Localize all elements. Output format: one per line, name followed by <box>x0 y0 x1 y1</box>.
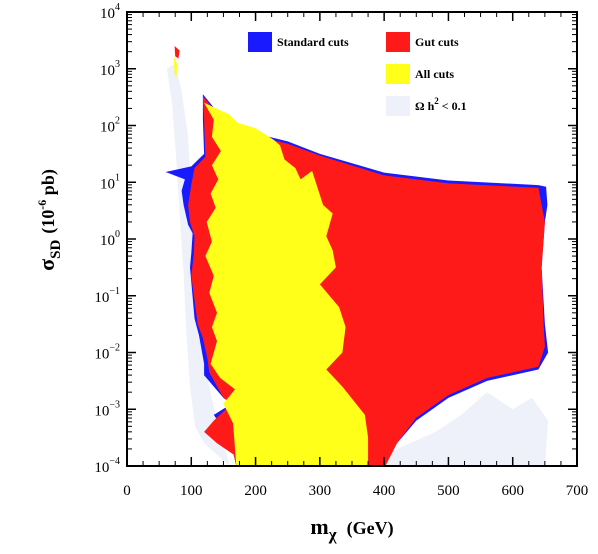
x-tick-label: 100 <box>180 483 203 499</box>
legend-label-all: All cuts <box>415 67 454 81</box>
x-axis-symbol: m <box>310 514 328 539</box>
x-tick-label: 300 <box>309 483 332 499</box>
x-tick-label: 200 <box>244 483 267 499</box>
x-axis-subscript: χ <box>328 525 337 544</box>
y-axis-unit-end: pb) <box>38 169 59 200</box>
legend-label-gut: Gut cuts <box>415 35 459 49</box>
legend-label-omega: Ω h2 < 0.1 <box>415 96 467 113</box>
x-tick-label: 0 <box>123 483 131 499</box>
axis-ticks <box>126 11 578 467</box>
y-tick-label: 10−3 <box>94 399 120 419</box>
y-axis-unit-exponent: -6 <box>35 200 49 210</box>
region-gut-6 <box>174 46 180 59</box>
y-axis-subscript: SD <box>48 240 64 259</box>
region-omega-0 <box>166 63 549 466</box>
y-tick-label: 102 <box>100 116 120 136</box>
x-tick-label: 700 <box>566 483 589 499</box>
y-tick-label: 10−1 <box>94 286 120 306</box>
y-tick-label: 104 <box>100 2 120 22</box>
x-tick-label: 500 <box>437 483 460 499</box>
y-axis-title: σSD (10-6 pb) <box>34 169 64 271</box>
y-tick-label: 103 <box>100 59 120 79</box>
legend: Standard cuts Gut cuts All cuts Ω h2 < 0.1 <box>248 32 467 116</box>
legend-swatch-omega <box>386 96 410 116</box>
y-tick-label: 10−2 <box>94 343 120 363</box>
legend-swatch-gut <box>386 32 410 52</box>
y-axis-symbol: σ <box>34 259 59 271</box>
x-axis-unit: (GeV) <box>347 518 394 539</box>
region-all-3 <box>204 102 369 467</box>
y-tick-label: 10−4 <box>94 456 120 476</box>
y-axis-unit-start: (10 <box>38 210 59 234</box>
x-tick-label: 600 <box>501 483 524 499</box>
region-all-5 <box>173 56 178 78</box>
x-tick-labels: 0 100 200 300 400 500 600 700 <box>123 483 588 499</box>
legend-label-standard: Standard cuts <box>277 35 349 49</box>
legend-swatch-standard <box>248 32 272 52</box>
y-tick-label: 100 <box>100 229 120 249</box>
y-tick-labels: 10−4 10−3 10−2 10−1 100 101 102 103 104 <box>94 2 120 476</box>
y-tick-label: 101 <box>100 172 120 192</box>
x-axis-title: mχ (GeV) <box>310 514 393 544</box>
legend-swatch-all <box>386 64 410 84</box>
chart-areas <box>165 46 549 467</box>
x-tick-label: 400 <box>373 483 396 499</box>
